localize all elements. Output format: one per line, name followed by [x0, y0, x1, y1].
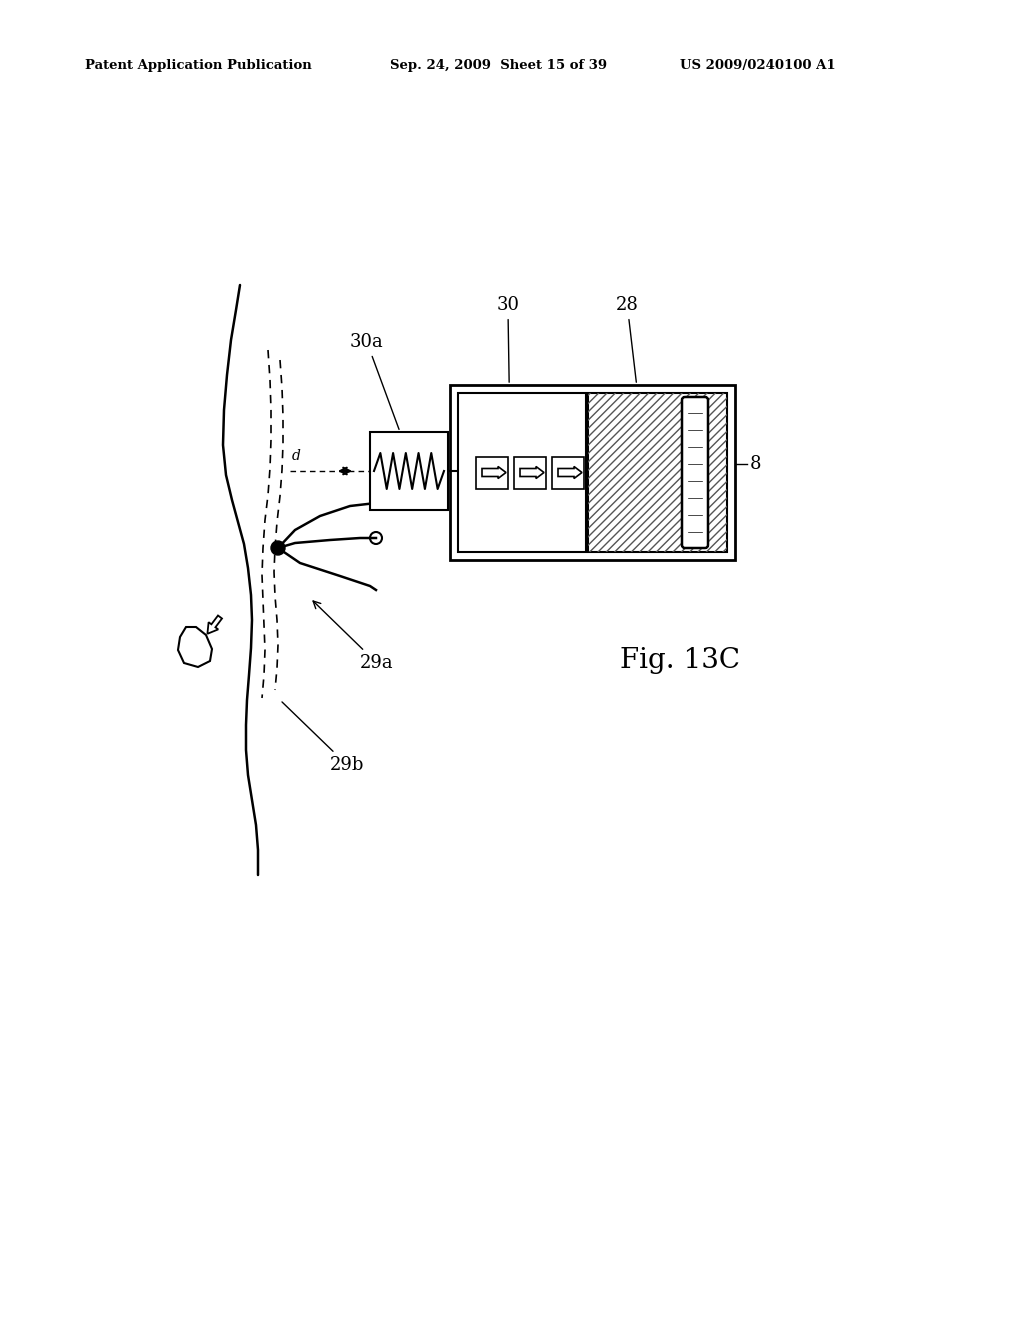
Polygon shape: [178, 627, 212, 667]
Text: 29a: 29a: [313, 601, 393, 672]
Text: 30a: 30a: [350, 333, 399, 429]
FancyArrow shape: [558, 466, 582, 479]
Bar: [588, 393, 727, 552]
Bar: [514, 457, 546, 488]
Text: 28: 28: [615, 296, 639, 383]
Text: US 2009/0240100 A1: US 2009/0240100 A1: [680, 58, 836, 71]
Bar: [458, 393, 586, 552]
Text: 29b: 29b: [282, 702, 365, 774]
FancyBboxPatch shape: [682, 397, 708, 548]
FancyArrow shape: [208, 615, 222, 634]
Text: 30: 30: [497, 296, 519, 383]
FancyArrow shape: [482, 466, 506, 479]
Text: 8: 8: [750, 455, 762, 473]
Bar: [450, 385, 735, 560]
Text: Fig. 13C: Fig. 13C: [620, 647, 740, 673]
Bar: [552, 457, 584, 488]
Text: d: d: [292, 449, 301, 463]
Circle shape: [271, 541, 285, 554]
Bar: [588, 393, 727, 552]
Text: Sep. 24, 2009  Sheet 15 of 39: Sep. 24, 2009 Sheet 15 of 39: [390, 58, 607, 71]
Bar: [370, 432, 449, 510]
Bar: [476, 457, 508, 488]
FancyArrow shape: [520, 466, 544, 479]
Text: Patent Application Publication: Patent Application Publication: [85, 58, 311, 71]
